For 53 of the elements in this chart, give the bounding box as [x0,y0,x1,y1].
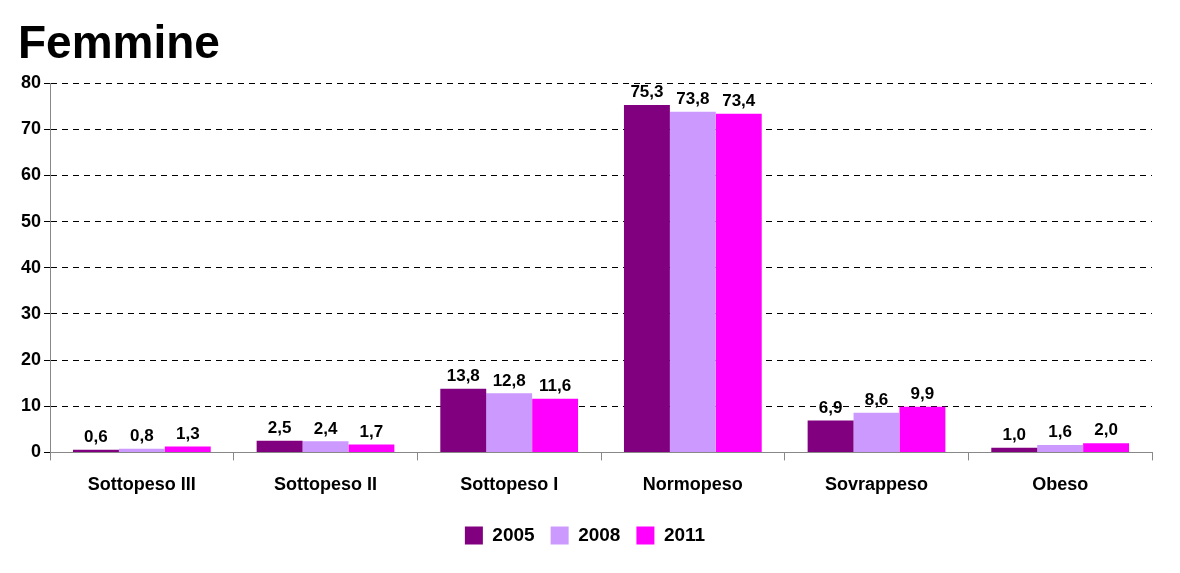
data-label: 1,0 [1002,424,1027,444]
bar [623,104,670,452]
data-label: 2,4 [313,418,338,438]
bar [669,111,716,452]
y-tick-label: 60 [20,164,42,185]
x-tick-label: Normopeso [642,474,743,495]
data-label: 1,3 [175,423,200,443]
x-tick-label: Sottopeso I [460,474,559,495]
y-tick-label: 40 [20,256,42,277]
x-tick-label: Obeso [1032,474,1089,495]
y-tick-label: 10 [20,395,42,416]
bar [348,444,395,452]
y-tick-label: 0 [31,441,42,462]
bar [715,113,762,452]
legend-label: 2005 [492,523,536,545]
bar [1037,445,1084,452]
y-tick-label: 70 [20,118,42,139]
data-label: 73,8 [676,89,710,108]
y-tick-label: 20 [20,349,42,370]
data-label: 9,9 [910,383,935,403]
legend-label: 2011 [663,523,706,545]
bar [1083,443,1130,452]
bar [899,406,946,452]
y-tick-label: 80 [20,72,42,93]
bar [853,412,900,452]
legend-label: 2008 [578,523,621,545]
bar [532,398,579,452]
bar [164,446,211,452]
bar [486,393,533,452]
data-label: 0,6 [84,426,108,446]
data-label: 2,5 [267,418,292,438]
data-label: 0,8 [130,425,154,445]
data-label: 75,3 [630,82,664,102]
y-tick-label: 30 [20,302,42,323]
x-tick-label: Sottopeso II [274,474,378,495]
data-label: 11,6 [539,376,572,396]
data-label: 13,8 [446,365,480,385]
bar [302,441,349,452]
x-tick-label: Sovrappeso [824,474,929,495]
chart-title: Femmine [18,16,220,69]
data-label: 73,4 [722,90,756,110]
data-label: 8,6 [864,389,889,409]
x-tick-label: Sottopeso III [87,474,196,495]
data-label: 1,6 [1048,422,1072,442]
bar [991,447,1038,452]
bar [118,448,165,452]
data-label: 12,8 [492,370,526,390]
y-tick-label: 50 [20,210,42,231]
bar [440,388,487,452]
bar [807,420,854,452]
data-label: 1,7 [359,421,384,441]
bar [256,440,303,452]
data-label: 2,0 [1094,420,1118,440]
